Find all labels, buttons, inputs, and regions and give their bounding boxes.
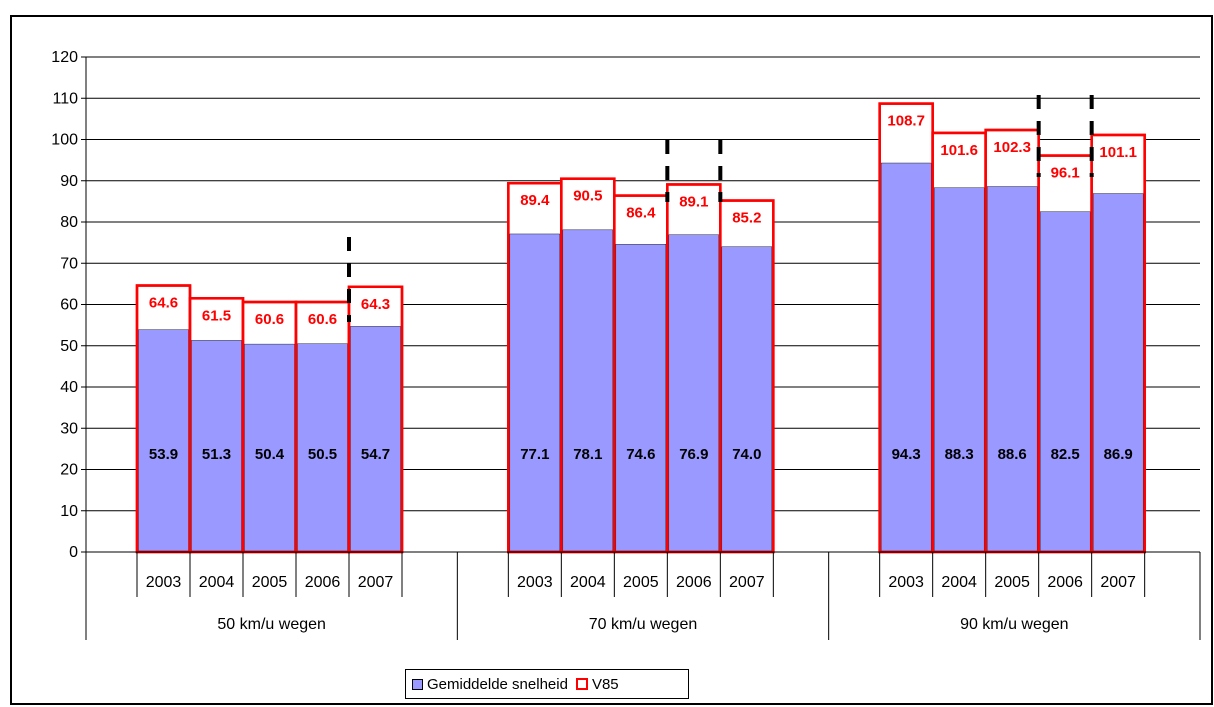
legend: Gemiddelde snelheid V85 xyxy=(405,669,689,699)
bar-avg xyxy=(880,162,932,552)
bar-avg xyxy=(1092,193,1144,552)
category-label: 2003 xyxy=(146,574,182,591)
data-label-v85: 90.5 xyxy=(573,188,602,205)
data-label-v85: 101.1 xyxy=(1099,144,1137,161)
bar-avg xyxy=(244,343,295,552)
data-label-avg: 51.3 xyxy=(202,446,231,463)
data-label-avg: 53.9 xyxy=(149,446,178,463)
bar-avg xyxy=(138,329,189,552)
data-label-avg: 94.3 xyxy=(892,446,921,463)
y-tick-label: 120 xyxy=(51,49,78,66)
y-tick-label: 100 xyxy=(51,132,78,149)
y-tick-label: 60 xyxy=(60,297,78,314)
data-label-v85: 60.6 xyxy=(308,311,337,328)
legend-item-avg: Gemiddelde snelheid xyxy=(412,676,568,693)
bar-avg xyxy=(933,187,985,552)
group-label: 50 km/u wegen xyxy=(217,616,326,633)
category-label: 2007 xyxy=(358,574,394,591)
y-tick-label: 70 xyxy=(60,255,78,272)
data-label-v85: 102.3 xyxy=(993,139,1031,156)
category-label: 2003 xyxy=(888,574,924,591)
y-tick-label: 10 xyxy=(60,503,78,520)
legend-label-v85: V85 xyxy=(591,675,619,693)
data-label-v85: 89.4 xyxy=(520,192,550,209)
group-label: 70 km/u wegen xyxy=(589,616,698,633)
data-label-avg: 86.9 xyxy=(1104,446,1133,463)
data-label-avg: 50.4 xyxy=(255,446,285,463)
category-label: 2004 xyxy=(199,574,235,591)
y-tick-label: 110 xyxy=(52,90,78,107)
bar-avg xyxy=(721,246,773,552)
data-label-avg: 74.0 xyxy=(732,446,761,463)
legend-swatch-avg xyxy=(412,678,423,690)
category-label: 2004 xyxy=(941,574,977,591)
chart-frame: 0 10 20 30 40 50 60 70 80 90 100 110 120 64.6 53.9 2003… xyxy=(10,15,1213,705)
bar-avg xyxy=(191,340,242,552)
data-label-avg: 76.9 xyxy=(679,446,708,463)
y-tick-label: 20 xyxy=(60,462,78,479)
category-label: 2006 xyxy=(1047,574,1083,591)
y-tick-label: 50 xyxy=(60,338,78,355)
legend-item-v85: V85 xyxy=(575,675,619,693)
data-label-v85: 101.6 xyxy=(940,142,978,159)
data-label-avg: 54.7 xyxy=(361,446,390,463)
bar-avg xyxy=(1039,211,1091,552)
data-label-v85: 108.7 xyxy=(887,113,925,130)
data-label-avg: 78.1 xyxy=(573,446,602,463)
bar-avg xyxy=(297,343,348,552)
data-label-v85: 96.1 xyxy=(1051,165,1080,182)
category-label: 2006 xyxy=(305,574,341,591)
category-label: 2005 xyxy=(994,574,1030,591)
category-label: 2005 xyxy=(623,574,659,591)
data-label-avg: 82.5 xyxy=(1051,446,1080,463)
data-label-v85: 64.6 xyxy=(149,295,178,312)
bar-avg xyxy=(668,234,720,552)
data-label-avg: 88.6 xyxy=(998,446,1027,463)
category-label: 2004 xyxy=(570,574,606,591)
bar-avg xyxy=(350,326,401,552)
y-tick-label: 80 xyxy=(60,214,78,231)
legend-swatch-v85 xyxy=(575,678,588,690)
category-label: 2003 xyxy=(517,574,553,591)
bar-avg xyxy=(615,244,667,552)
y-tick-label: 90 xyxy=(60,173,78,190)
category-label: 2007 xyxy=(1100,574,1136,591)
data-label-v85: 86.4 xyxy=(626,205,656,222)
data-label-avg: 74.6 xyxy=(626,446,655,463)
bar-chart: 0 10 20 30 40 50 60 70 80 90 100 110 120 64.6 53.9 2003… xyxy=(51,49,1201,640)
data-label-v85: 85.2 xyxy=(732,210,761,227)
data-label-v85: 60.6 xyxy=(255,311,284,328)
y-tick-label: 30 xyxy=(60,420,78,437)
group-label: 90 km/u wegen xyxy=(960,616,1069,633)
y-tick-label: 40 xyxy=(60,379,78,396)
data-label-avg: 88.3 xyxy=(945,446,974,463)
category-label: 2006 xyxy=(676,574,712,591)
category-label: 2005 xyxy=(252,574,288,591)
data-label-v85: 61.5 xyxy=(202,307,231,324)
y-tick-label: 0 xyxy=(69,544,78,561)
category-label: 2007 xyxy=(729,574,765,591)
legend-label-avg: Gemiddelde snelheid xyxy=(427,675,568,693)
data-label-avg: 77.1 xyxy=(520,446,549,463)
bar-avg xyxy=(509,233,561,552)
bar-avg xyxy=(986,186,1038,552)
data-label-avg: 50.5 xyxy=(308,446,337,463)
bar-avg xyxy=(562,229,614,552)
data-label-v85: 89.1 xyxy=(679,193,708,210)
data-label-v85: 64.3 xyxy=(361,296,390,313)
